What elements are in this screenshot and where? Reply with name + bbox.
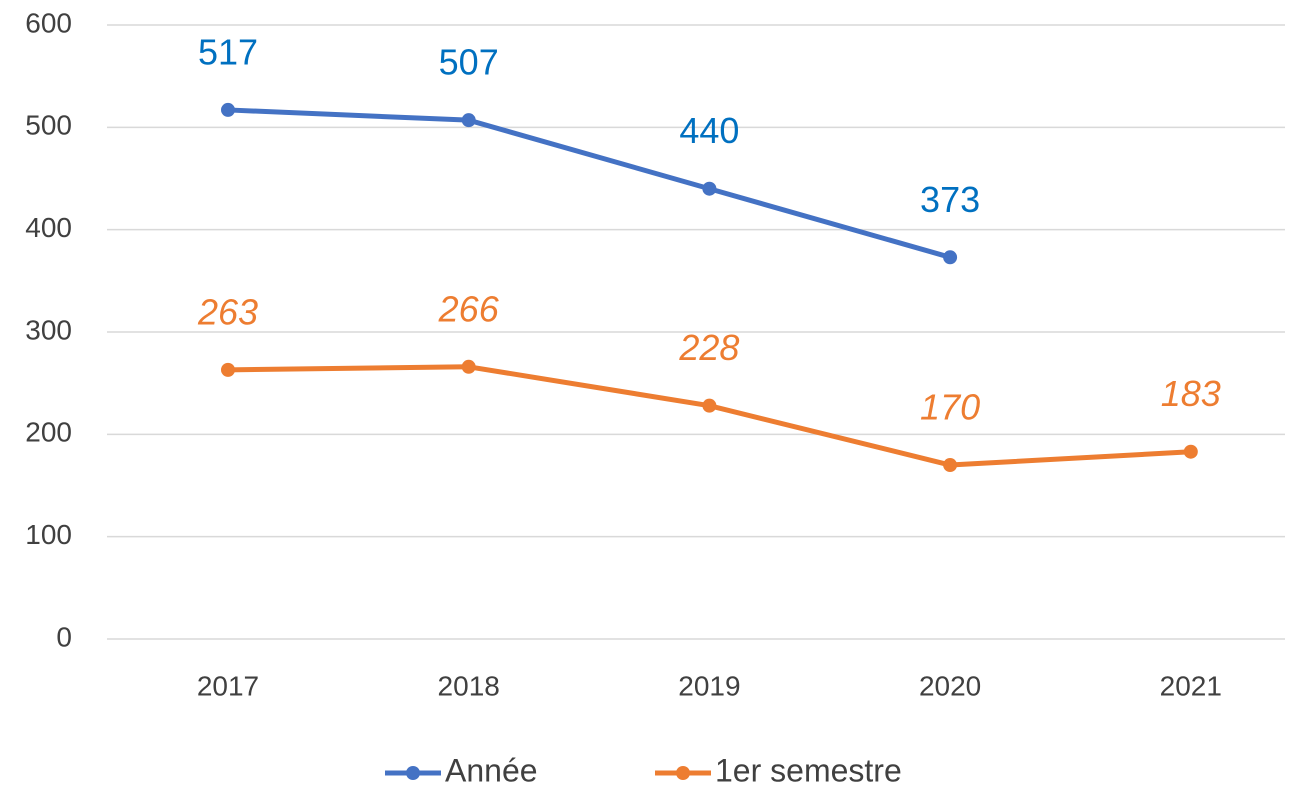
data-label: 517 bbox=[198, 31, 258, 72]
point bbox=[461, 113, 476, 128]
x-tick-label: 2020 bbox=[919, 670, 981, 701]
x-tick-label: 2021 bbox=[1160, 670, 1222, 701]
y-tick-label: 400 bbox=[25, 212, 72, 243]
legend-marker bbox=[406, 766, 420, 780]
x-tick-label: 2017 bbox=[197, 670, 259, 701]
y-tick-label: 200 bbox=[25, 417, 72, 448]
point bbox=[943, 458, 958, 473]
data-label: 440 bbox=[679, 110, 739, 151]
data-label: 228 bbox=[678, 327, 739, 368]
y-tick-label: 300 bbox=[25, 314, 72, 345]
x-tick-label: 2019 bbox=[678, 670, 740, 701]
data-label: 373 bbox=[920, 179, 980, 220]
point bbox=[943, 250, 958, 265]
point bbox=[702, 398, 717, 413]
legend-label: 1er semestre bbox=[715, 752, 902, 787]
y-tick-label: 0 bbox=[56, 621, 72, 652]
data-label: 170 bbox=[920, 387, 980, 428]
series-line bbox=[227, 364, 1191, 468]
point bbox=[221, 362, 235, 377]
y-tick-label: 500 bbox=[25, 110, 72, 141]
point bbox=[1183, 444, 1198, 459]
point bbox=[221, 102, 235, 117]
series-line bbox=[227, 107, 951, 260]
legend-label: Année bbox=[445, 752, 538, 787]
point bbox=[461, 359, 476, 374]
legend-marker bbox=[676, 766, 690, 780]
y-tick-label: 100 bbox=[25, 519, 72, 550]
y-tick-label: 600 bbox=[25, 7, 72, 38]
data-label: 507 bbox=[439, 42, 499, 83]
x-tick-label: 2018 bbox=[438, 670, 500, 701]
data-label: 263 bbox=[197, 291, 258, 332]
point bbox=[702, 181, 717, 196]
data-label: 266 bbox=[438, 288, 500, 329]
data-label: 183 bbox=[1161, 373, 1221, 414]
